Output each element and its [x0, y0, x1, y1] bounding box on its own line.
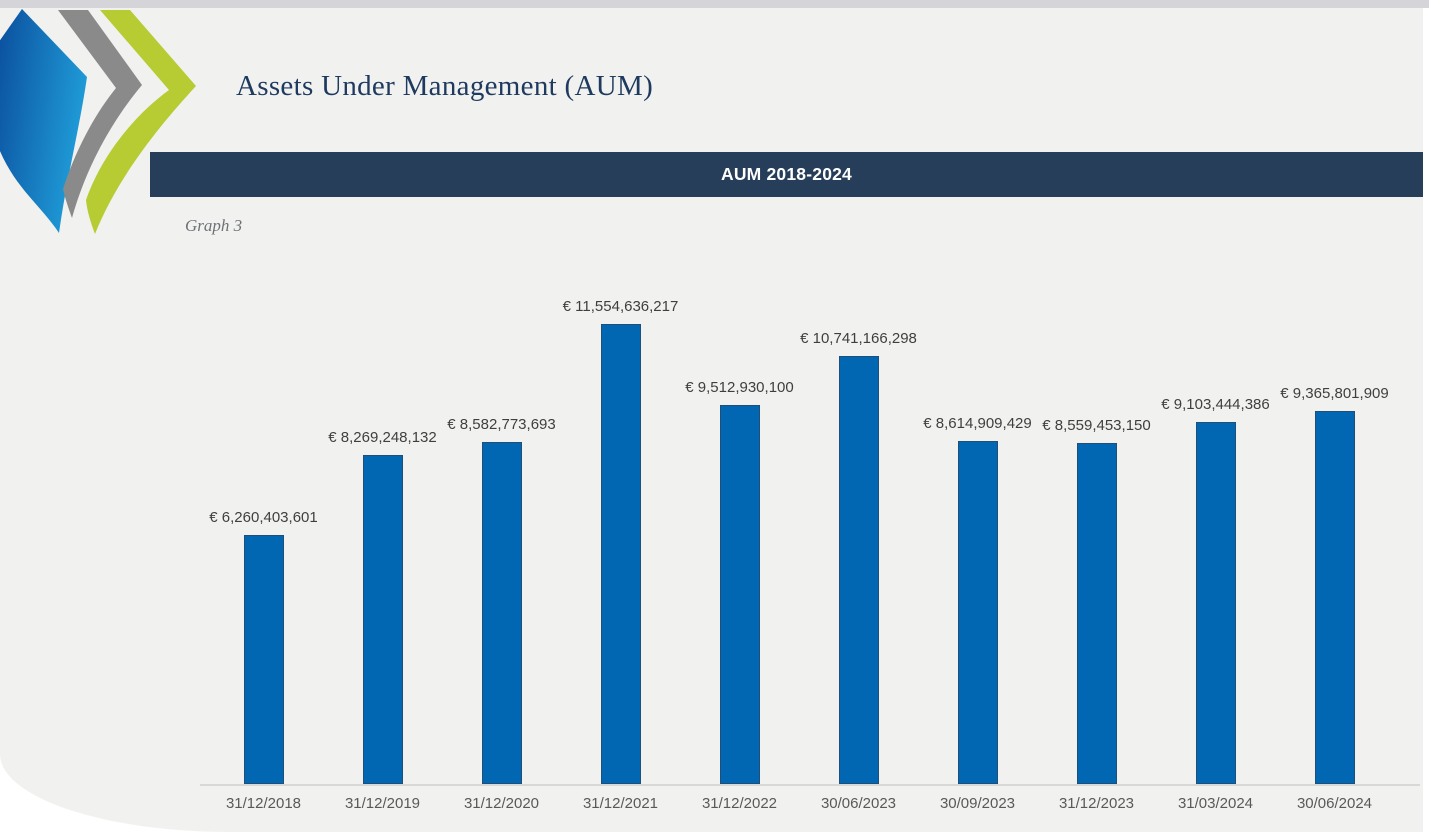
x-axis-tick-label: 31/12/2020 — [463, 795, 540, 812]
bar-column: € 8,614,909,429 — [918, 290, 1037, 784]
bar — [1195, 422, 1236, 784]
bar-data-label: € 10,741,166,298 — [800, 330, 917, 347]
x-axis-tick-label: 31/12/2021 — [582, 795, 659, 812]
chart-title: AUM 2018-2024 — [720, 164, 852, 184]
bar-data-label: € 8,614,909,429 — [923, 415, 1032, 432]
logo-blue-shape — [0, 9, 87, 233]
bar-data-label: € 8,559,453,150 — [1042, 417, 1151, 434]
bar-column: € 10,741,166,298 — [799, 290, 918, 784]
bar — [719, 405, 760, 784]
logo-green-chevron — [86, 10, 196, 234]
graph-caption: Graph 3 — [185, 216, 243, 235]
bar — [1314, 411, 1355, 784]
bar — [600, 324, 641, 784]
bar-data-label: € 9,512,930,100 — [685, 379, 794, 396]
x-axis-tick-label: 31/12/2019 — [344, 795, 421, 812]
bar-data-label: € 8,582,773,693 — [447, 416, 556, 433]
x-axis-tick-label: 30/06/2023 — [820, 795, 897, 812]
x-axis-tick-label: 30/06/2024 — [1296, 795, 1373, 812]
bar-data-label: € 6,260,403,601 — [209, 509, 318, 526]
bar-column: € 11,554,636,217 — [561, 290, 680, 784]
x-axis-tick-label: 31/03/2024 — [1177, 795, 1254, 812]
bar-data-label: € 9,103,444,386 — [1161, 396, 1270, 413]
bar-data-label: € 9,365,801,909 — [1280, 385, 1389, 402]
top-strip — [0, 0, 1429, 8]
bar-column: € 8,559,453,150 — [1037, 290, 1156, 784]
bar-data-label: € 11,554,636,217 — [562, 298, 679, 315]
chart-title-banner: AUM 2018-2024 — [150, 152, 1423, 197]
bar — [243, 535, 284, 784]
x-axis-tick-label: 30/09/2023 — [939, 795, 1016, 812]
bar-column: € 8,582,773,693 — [442, 290, 561, 784]
x-axis-tick-label: 31/12/2018 — [225, 795, 302, 812]
bar-data-label: € 8,269,248,132 — [328, 429, 437, 446]
x-axis-tick-label: 31/12/2022 — [701, 795, 778, 812]
bar-column: € 9,365,801,909 — [1275, 290, 1394, 784]
page-content: Assets Under Management (AUM) AUM 2018-2… — [0, 8, 1423, 832]
x-axis-tick-label: 31/12/2023 — [1058, 795, 1135, 812]
x-axis-labels: 31/12/2018 31/12/2019 31/12/2020 31/12/2021… — [204, 795, 1394, 817]
bar-column: € 6,260,403,601 — [204, 290, 323, 784]
bar — [362, 455, 403, 784]
logo-gray-chevron — [58, 10, 142, 218]
bar — [1076, 443, 1117, 784]
bar — [481, 442, 522, 784]
bar-column: € 9,103,444,386 — [1156, 290, 1275, 784]
page-title: Assets Under Management (AUM) — [236, 70, 654, 102]
bar-column: € 9,512,930,100 — [680, 290, 799, 784]
bar-column: € 8,269,248,132 — [323, 290, 442, 784]
chevrons-logo-icon — [0, 9, 196, 234]
x-axis-line — [200, 784, 1420, 786]
bar-chart-plot-area: € 6,260,403,601 € 8,269,248,132 € 8,582,77… — [204, 290, 1394, 784]
bar — [957, 441, 998, 784]
bar — [838, 356, 879, 784]
